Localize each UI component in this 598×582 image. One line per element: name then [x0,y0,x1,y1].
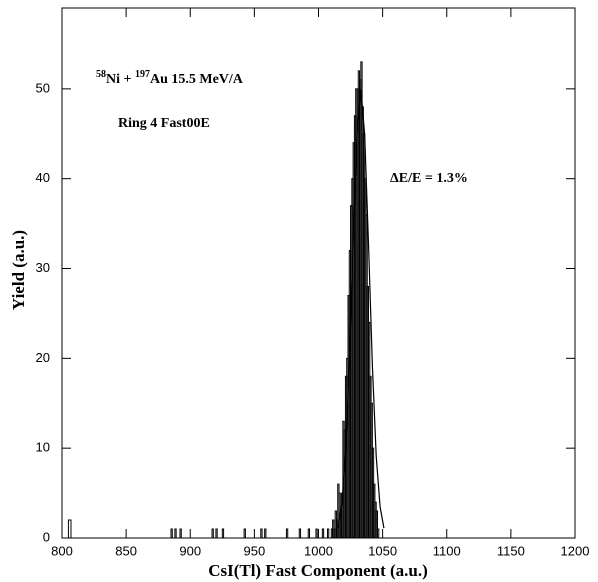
x-tick-label: 1050 [368,543,397,558]
superscript: 197 [135,69,150,80]
y-tick-label: 50 [36,80,50,95]
annotation-part: Au 15.5 MeV/A [150,72,244,87]
histogram-bin [243,528,246,538]
histogram-bin [67,519,72,538]
histogram-bin [285,528,289,538]
fit-curve [337,88,385,529]
x-tick-label: 1000 [304,543,333,558]
histogram-bin [307,528,311,538]
histogram-bin [170,528,173,538]
histogram-bin [221,528,225,538]
histogram-bin [375,510,378,538]
annotation-part: Ni + [106,72,135,87]
histogram-bin [260,528,263,538]
x-tick-label: 800 [51,543,73,558]
ring-annotation: Ring 4 Fast00E [118,116,210,131]
y-tick-label: 40 [36,170,50,185]
y-tick-label: 0 [43,529,50,544]
resolution-annotation: ΔE/E = 1.3% [390,171,468,186]
plot-frame [61,7,576,539]
x-tick-label: 1100 [433,543,461,558]
x-tick-label: 1150 [497,543,525,558]
y-tick-label: 10 [36,440,50,455]
histogram-bin [215,528,218,538]
histogram-bin [264,528,267,538]
histogram-bin [211,528,214,538]
reaction-annotation: 58Ni + 197Au 15.5 MeV/A [96,69,244,87]
x-axis-label: CsI(Tl) Fast Component (a.u.) [208,561,428,580]
y-tick-label: 30 [36,260,50,275]
histogram-bin [376,528,380,538]
histogram-bin [326,528,330,538]
y-tick-label: 20 [36,350,50,365]
x-tick-label: 850 [115,543,137,558]
x-tick-label: 1200 [561,543,590,558]
histogram-bin [174,528,177,538]
histogram-bin [179,528,182,538]
histogram-bin [321,528,325,538]
histogram-bin [315,528,318,538]
histogram-bin [298,528,302,538]
x-tick-label: 900 [179,543,201,558]
x-tick-label: 950 [244,543,266,558]
y-axis-label: Yield (a.u.) [9,230,28,310]
superscript: 58 [96,69,106,80]
